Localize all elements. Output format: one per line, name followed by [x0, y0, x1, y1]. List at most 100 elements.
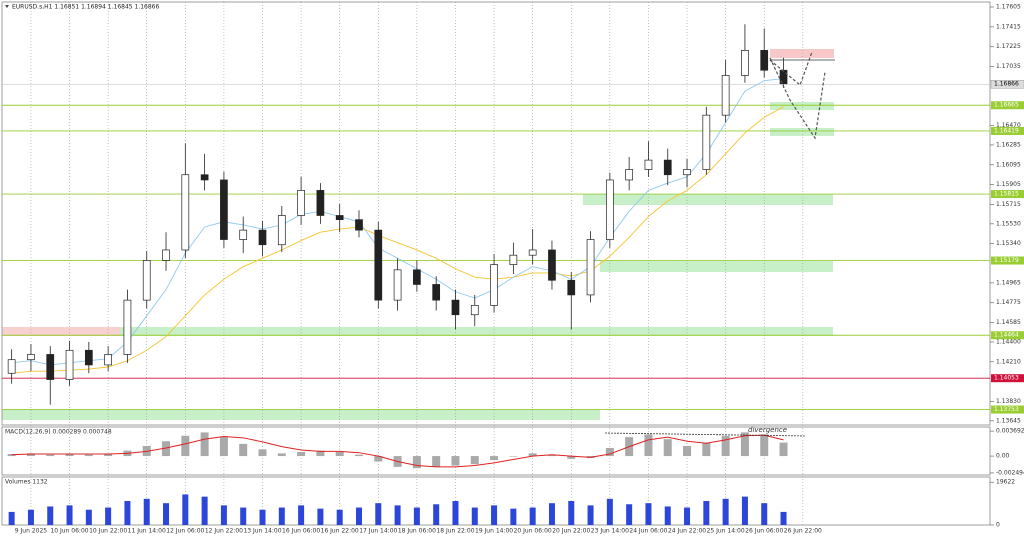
y-tick-label: 1.15340: [996, 240, 1021, 247]
x-tick-label: 16 Jun 06:00: [282, 528, 320, 535]
macd-bar: [663, 439, 672, 457]
macd-bar: [721, 435, 730, 457]
macd-bar: [84, 454, 93, 457]
macd-bar: [277, 453, 286, 457]
volume-bar: [741, 496, 748, 525]
macd-bar: [200, 432, 209, 457]
volume-bar: [703, 501, 710, 525]
candle-body: [586, 239, 595, 296]
volume-bar: [645, 503, 652, 525]
macd-bar: [7, 454, 16, 457]
candle-body: [84, 349, 93, 366]
macd-bar: [644, 434, 653, 457]
resistance-zone: [2, 327, 120, 336]
x-tick-label: 18 Jun 22:00: [436, 528, 474, 535]
y-tick-label: 1.14965: [996, 279, 1021, 286]
y-tick-label: -0.002494: [996, 469, 1024, 476]
x-tick-label: 13 Jun 14:00: [243, 528, 281, 535]
support-zone: [583, 194, 833, 205]
candle-body: [528, 249, 537, 256]
support-zone: [2, 409, 600, 420]
candle-body: [46, 354, 55, 380]
macd-bar: [702, 442, 711, 457]
macd-bar: [335, 452, 344, 457]
y-tick-label: 0.00: [996, 453, 1010, 460]
candle-body: [567, 279, 576, 296]
projection-path: [769, 51, 813, 87]
candle-body: [181, 174, 190, 251]
volume-bar: [452, 501, 459, 525]
macd-bar: [374, 456, 383, 462]
volume-bar: [240, 507, 247, 525]
volume-bar: [664, 506, 671, 525]
x-tick-label: 20 Jun 22:00: [552, 528, 590, 535]
current-price-box: [990, 79, 1024, 89]
candle-body: [413, 269, 421, 285]
volume-bar: [471, 507, 478, 525]
candle-body: [644, 159, 653, 170]
candle-body: [663, 159, 672, 176]
volume-bar: [568, 501, 575, 525]
candle-body: [65, 349, 74, 380]
y-tick-label: 1.15905: [996, 181, 1021, 188]
y-tick-label: 1.17225: [996, 43, 1021, 50]
x-tick-label: 20 Jun 06:00: [514, 528, 552, 535]
x-tick-label: 18 Jun 06:00: [398, 528, 436, 535]
candle-body: [606, 179, 614, 240]
y-tick-label: 19622: [996, 479, 1015, 486]
macd-bar: [509, 456, 518, 457]
panel-title: MACD(12,26,9) 0.000289 0.000748: [5, 429, 112, 436]
y-tick-label: 1.17415: [996, 23, 1021, 30]
x-tick-label: 10 Jun 06:00: [50, 528, 88, 535]
macd-bar: [104, 454, 113, 457]
volume-bar: [124, 501, 131, 525]
candle-body: [335, 215, 344, 221]
macd-bar: [46, 454, 55, 457]
divergence-line: [604, 432, 806, 437]
volume-bar: [105, 507, 112, 525]
x-tick-label: 10 Jun 22:00: [89, 528, 127, 535]
level-label: 1.16665: [994, 102, 1019, 109]
volume-bar: [510, 508, 517, 525]
x-tick-label: 11 Jun 14:00: [128, 528, 166, 535]
x-tick-label: 23 Jun 14:00: [591, 528, 629, 535]
projection: [769, 51, 835, 140]
level-label: 1.14464: [994, 332, 1019, 339]
x-tick-label: 12 Jun 22:00: [205, 528, 243, 535]
x-tick-label: 9 Jun 2025: [15, 528, 47, 535]
y-tick-label: 1.14210: [996, 358, 1021, 365]
signal-line: [11, 434, 784, 468]
volume-bar: [761, 503, 768, 525]
chart-title: EURUSD.s,H1 1.16851 1.16894 1.16845 1.16…: [12, 4, 159, 11]
macd-bar: [547, 454, 556, 457]
x-tick-label: 26 Jun 06:00: [745, 528, 783, 535]
macd-bar: [605, 447, 614, 457]
level-label-box: [991, 331, 1024, 340]
candle-body: [123, 299, 132, 355]
current-price-label: 1.16866: [994, 81, 1019, 88]
candle-body: [509, 254, 518, 265]
candle-body: [316, 190, 325, 216]
volume-bar: [433, 504, 440, 525]
macd-bar: [567, 456, 576, 459]
y-tick-label: 1.13830: [996, 398, 1021, 405]
macd-bar: [258, 449, 267, 457]
volume-bar: [491, 505, 498, 525]
volume-bar: [182, 494, 189, 525]
volume-bar: [27, 509, 34, 525]
symbol-icon: [5, 5, 9, 8]
volume-bar: [278, 507, 285, 525]
candle-body: [258, 229, 267, 246]
candle-body: [741, 50, 749, 76]
volume-bar: [606, 498, 613, 525]
volume-bar: [355, 507, 362, 525]
support-zone: [770, 102, 834, 110]
candle-body: [142, 260, 151, 301]
volume-bar: [587, 505, 594, 525]
y-tick-label: 1.14585: [996, 319, 1021, 326]
candle-body: [7, 359, 16, 374]
volume-bar: [529, 507, 536, 525]
level-label-box: [991, 405, 1024, 414]
y-tick-label: 1.16285: [996, 141, 1021, 148]
